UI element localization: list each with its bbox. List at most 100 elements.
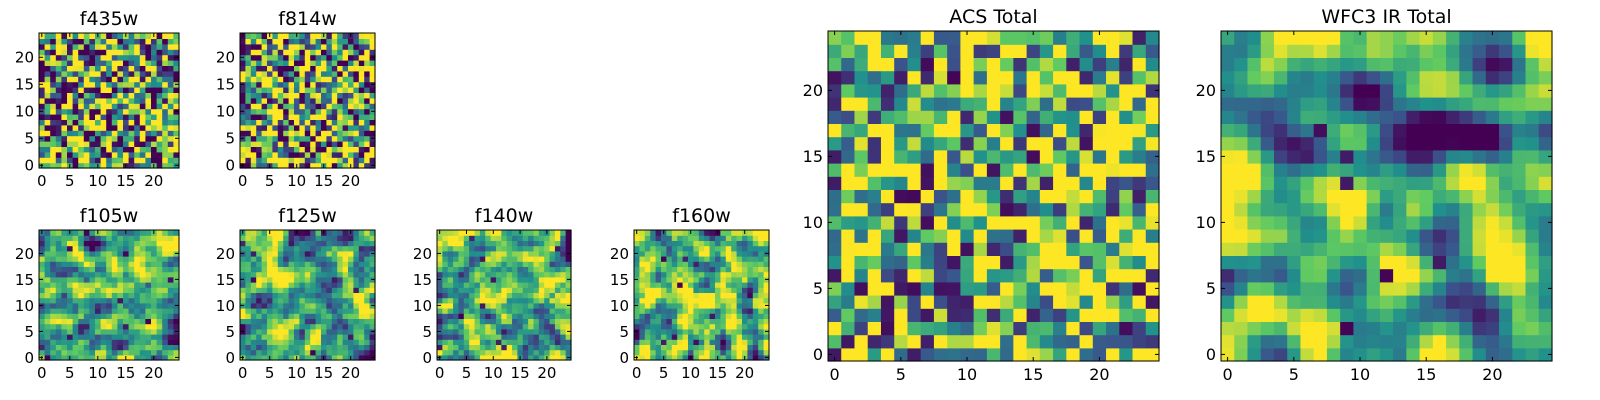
heatmap-cell	[490, 256, 497, 262]
heatmap-cell	[288, 245, 295, 252]
heatmap-cell	[44, 271, 51, 278]
heatmap-cell	[1132, 281, 1147, 296]
heatmap-cell	[72, 261, 79, 267]
heatmap-cell	[841, 136, 856, 151]
heatmap-cell	[644, 313, 651, 319]
heatmap-cell	[100, 282, 107, 288]
heatmap-cell	[517, 271, 524, 278]
heatmap-cell	[117, 65, 124, 72]
heatmap-cell	[704, 308, 711, 314]
heatmap-cell	[288, 308, 295, 314]
heatmap-cell	[348, 256, 354, 262]
heatmap-cell	[162, 344, 169, 351]
heatmap-cell	[841, 295, 856, 309]
heatmap-cell	[167, 282, 174, 288]
heatmap-cell	[442, 297, 449, 304]
heatmap-cell	[731, 276, 738, 283]
heatmap-cell	[67, 97, 74, 104]
heatmap-cell	[44, 354, 51, 361]
heatmap-cell	[907, 123, 922, 138]
heatmap-cell	[277, 108, 284, 115]
heatmap-cell	[106, 292, 113, 299]
heatmap-cell	[1472, 347, 1487, 362]
heatmap-cell	[538, 235, 545, 241]
heatmap-cell	[337, 240, 344, 247]
heatmap-cell	[758, 282, 765, 288]
heatmap-cell	[117, 344, 124, 351]
heatmap-cell	[78, 339, 85, 345]
heatmap-cell	[348, 65, 354, 72]
heatmap-cell	[655, 256, 662, 262]
heatmap-cell	[106, 43, 113, 50]
heatmap-cell	[267, 302, 273, 309]
heatmap-cell	[854, 83, 869, 98]
heatmap-cell	[123, 292, 130, 299]
heatmap-cell	[894, 57, 909, 72]
heatmap-cell	[693, 328, 700, 335]
heatmap-cell	[151, 108, 158, 115]
heatmap-cell	[283, 308, 290, 314]
heatmap-cell	[364, 60, 371, 66]
heatmap-cell	[240, 297, 246, 304]
heatmap-cell	[1379, 347, 1394, 362]
heatmap-cell	[50, 287, 57, 293]
heatmap-cell	[310, 230, 317, 236]
heatmap-cell	[321, 141, 327, 147]
heatmap-cell	[933, 123, 948, 138]
heatmap-cell	[304, 103, 311, 110]
heatmap-cell	[304, 323, 311, 330]
heatmap-cell	[506, 282, 513, 288]
heatmap-cell	[1145, 189, 1160, 204]
heatmap-cell	[331, 297, 338, 304]
x-tick-label: 20	[341, 364, 360, 382]
heatmap-cell	[469, 344, 476, 351]
heatmap-cell	[682, 349, 689, 356]
heatmap-cell	[725, 250, 732, 257]
heatmap-cell	[315, 230, 322, 236]
heatmap-cell	[364, 271, 371, 278]
heatmap-cell	[947, 334, 961, 349]
heatmap-cell	[725, 354, 732, 361]
heatmap-cell	[1132, 136, 1147, 151]
heatmap-cell	[256, 49, 263, 56]
heatmap-cell	[709, 261, 716, 267]
heatmap-cell	[747, 235, 754, 241]
heatmap-cell	[100, 146, 107, 153]
heatmap-cell	[709, 230, 716, 236]
heatmap-cell	[364, 256, 371, 262]
heatmap-cell	[742, 250, 748, 257]
heatmap-cell	[725, 339, 732, 345]
heatmap-cell	[139, 339, 146, 345]
heatmap-cell	[117, 54, 124, 61]
heatmap-cell	[331, 97, 338, 104]
heatmap-cell	[245, 81, 252, 88]
heatmap-cell	[1485, 308, 1500, 322]
heatmap-cell	[747, 292, 754, 299]
heatmap-cell	[151, 70, 158, 77]
heatmap-cell	[111, 114, 118, 120]
heatmap-cell	[111, 124, 118, 131]
heatmap-cell	[841, 57, 856, 72]
y-tick-label: 0	[813, 345, 823, 364]
heatmap-cell	[95, 76, 102, 83]
heatmap-cell	[95, 151, 102, 158]
plot-title: f160w	[672, 205, 731, 227]
heatmap-cell	[763, 349, 770, 356]
heatmap-cell	[331, 162, 338, 169]
heatmap-cell	[742, 261, 748, 267]
heatmap-cell	[89, 135, 96, 142]
heatmap-cell	[920, 149, 935, 164]
heatmap-cell	[1432, 321, 1447, 336]
heatmap-cell	[139, 87, 146, 93]
heatmap-cell	[261, 344, 268, 351]
heatmap-cell	[261, 81, 268, 88]
heatmap-cell	[151, 349, 158, 356]
heatmap-cell	[44, 349, 51, 356]
heatmap-cell	[162, 33, 169, 39]
heatmap-cell	[100, 135, 107, 142]
heatmap-cell	[240, 287, 246, 293]
heatmap-cell	[490, 276, 497, 283]
heatmap-cell	[310, 297, 317, 304]
x-tick-label: 15	[314, 172, 333, 190]
heatmap-cell	[1538, 176, 1553, 190]
